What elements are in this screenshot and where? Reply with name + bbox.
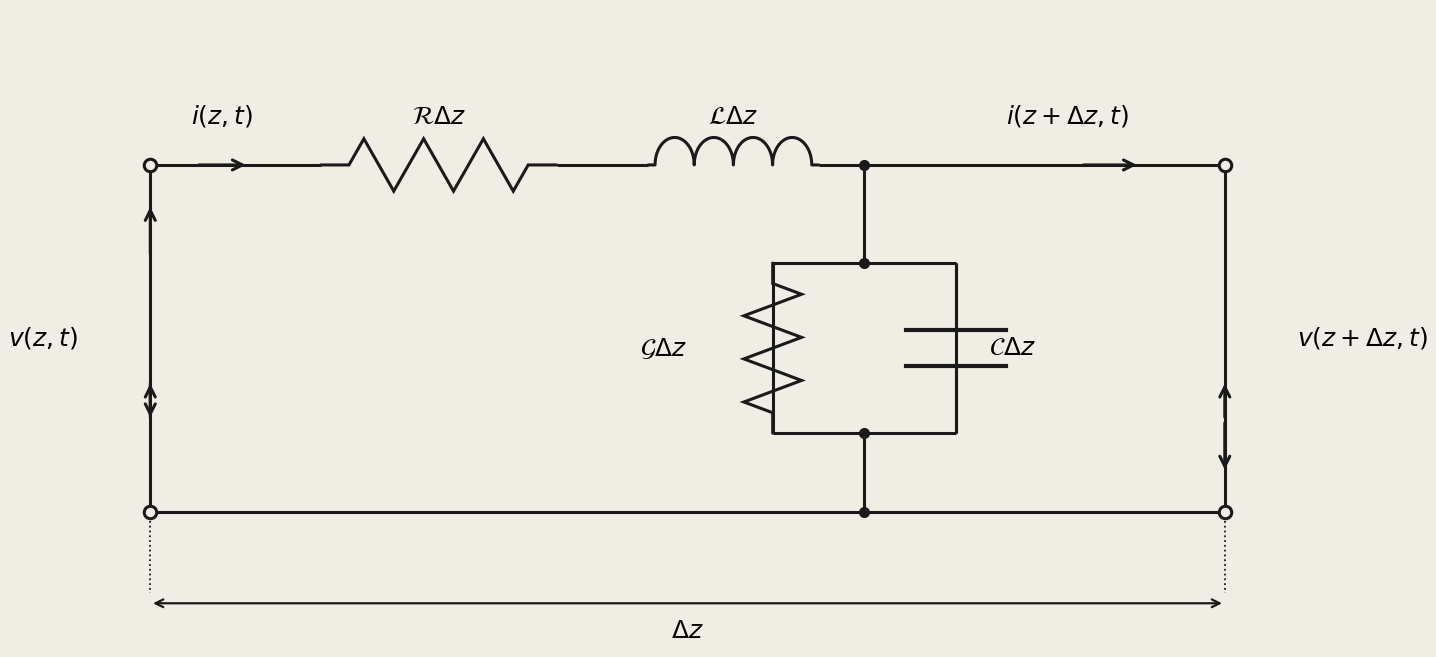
Text: $v(z,t)$: $v(z,t)$ xyxy=(9,325,78,351)
Text: $\mathcal{R}\Delta z$: $\mathcal{R}\Delta z$ xyxy=(412,106,465,129)
Text: $\mathcal{G}\Delta z$: $\mathcal{G}\Delta z$ xyxy=(640,336,688,361)
Text: $v(z+\Delta z,t)$: $v(z+\Delta z,t)$ xyxy=(1297,325,1427,351)
Text: $\mathcal{L}\Delta z$: $\mathcal{L}\Delta z$ xyxy=(708,106,758,129)
Text: $i(z+\Delta z,t)$: $i(z+\Delta z,t)$ xyxy=(1007,103,1129,129)
Text: $\Delta z$: $\Delta z$ xyxy=(671,620,704,643)
Text: $i(z,t)$: $i(z,t)$ xyxy=(191,103,253,129)
Text: $\mathcal{C}\Delta z$: $\mathcal{C}\Delta z$ xyxy=(989,336,1035,359)
